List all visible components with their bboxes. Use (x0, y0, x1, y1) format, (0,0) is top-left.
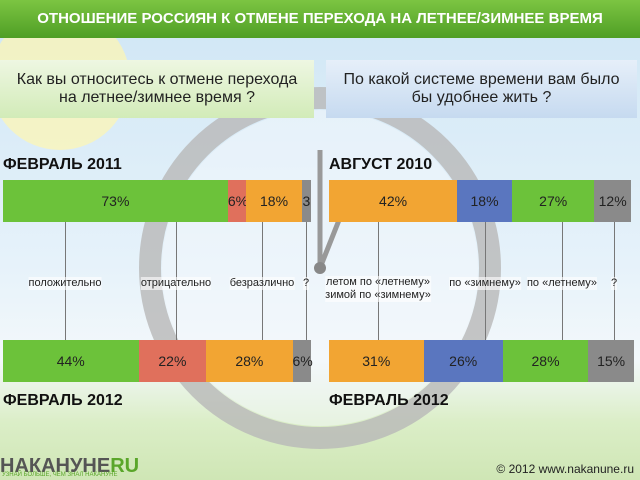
bar-segment (227, 180, 247, 222)
bar-segment (329, 180, 458, 222)
question: Как вы относитесь к отмене перехода на л… (0, 60, 314, 118)
bar-segment (588, 340, 634, 382)
value-label: 42% (379, 193, 408, 209)
category-label: безразлично (229, 277, 295, 290)
value-label: 15% (597, 353, 626, 369)
bar-segment (138, 340, 207, 382)
bar-segment (301, 180, 311, 222)
bar-segment (594, 180, 631, 222)
value-label: 6% (227, 193, 249, 209)
series-name: АВГУСТ 2010 (329, 156, 433, 173)
value-label: 12% (598, 193, 627, 209)
value-label: 22% (158, 353, 187, 369)
copyright: © 2012 www.nakanune.ru (496, 462, 634, 476)
bar-segment (329, 340, 424, 382)
bar-segment (502, 340, 589, 382)
value-label: 28% (531, 353, 560, 369)
value-label: 73% (101, 193, 130, 209)
value-label: 27% (539, 193, 568, 209)
value-label: 6% (292, 353, 313, 369)
series-name: ФЕВРАЛЬ 2011 (3, 156, 122, 173)
bar-segment (206, 340, 293, 382)
bar-segment (457, 180, 512, 222)
value-label: 18% (470, 193, 499, 209)
value-label: 31% (362, 353, 391, 369)
value-label: 26% (449, 353, 478, 369)
bar-segment (3, 180, 228, 222)
series-name: ФЕВРАЛЬ 2012 (3, 392, 123, 409)
category-label: летом по «летнему» зимой по «зимнему» (325, 276, 431, 302)
series-name: ФЕВРАЛЬ 2012 (329, 392, 449, 409)
value-label: 3 (302, 193, 311, 209)
bar-segment (3, 340, 139, 382)
brand-name: НАКАНУНЕ (0, 455, 111, 477)
category-label: ? (302, 277, 310, 290)
slogan: УЗНАЙ БОЛЬШЕ, ЧЕМ ЗНАЛ НАКАНУНЕ (2, 472, 118, 478)
category-label: ? (610, 277, 618, 290)
bar-segment (292, 340, 311, 382)
brand: НАКАНУНЕRU (0, 455, 139, 478)
title: ОТНОШЕНИЕ РОССИЯН К ОТМЕНЕ ПЕРЕХОДА НА Л… (0, 0, 640, 38)
category-label: положительно (28, 277, 102, 290)
value-label: 28% (235, 353, 264, 369)
category-label: отрицательно (140, 277, 212, 290)
category-label: по «летнему» (526, 277, 598, 290)
category-label: по «зимнему» (449, 277, 521, 290)
value-label: 44% (56, 353, 85, 369)
value-label: 18% (260, 193, 289, 209)
brand-suffix: RU (110, 455, 140, 477)
bar-segment (246, 180, 302, 222)
question: По какой системе времени вам было бы удо… (326, 60, 637, 118)
bar-segment (512, 180, 595, 222)
bar-segment (423, 340, 503, 382)
